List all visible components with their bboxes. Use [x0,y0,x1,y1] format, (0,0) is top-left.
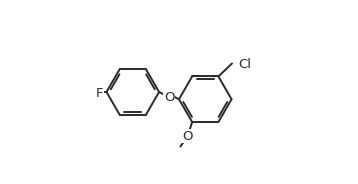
Text: F: F [96,87,103,100]
Text: O: O [182,130,193,143]
Text: O: O [164,91,174,104]
Text: Cl: Cl [238,58,251,71]
